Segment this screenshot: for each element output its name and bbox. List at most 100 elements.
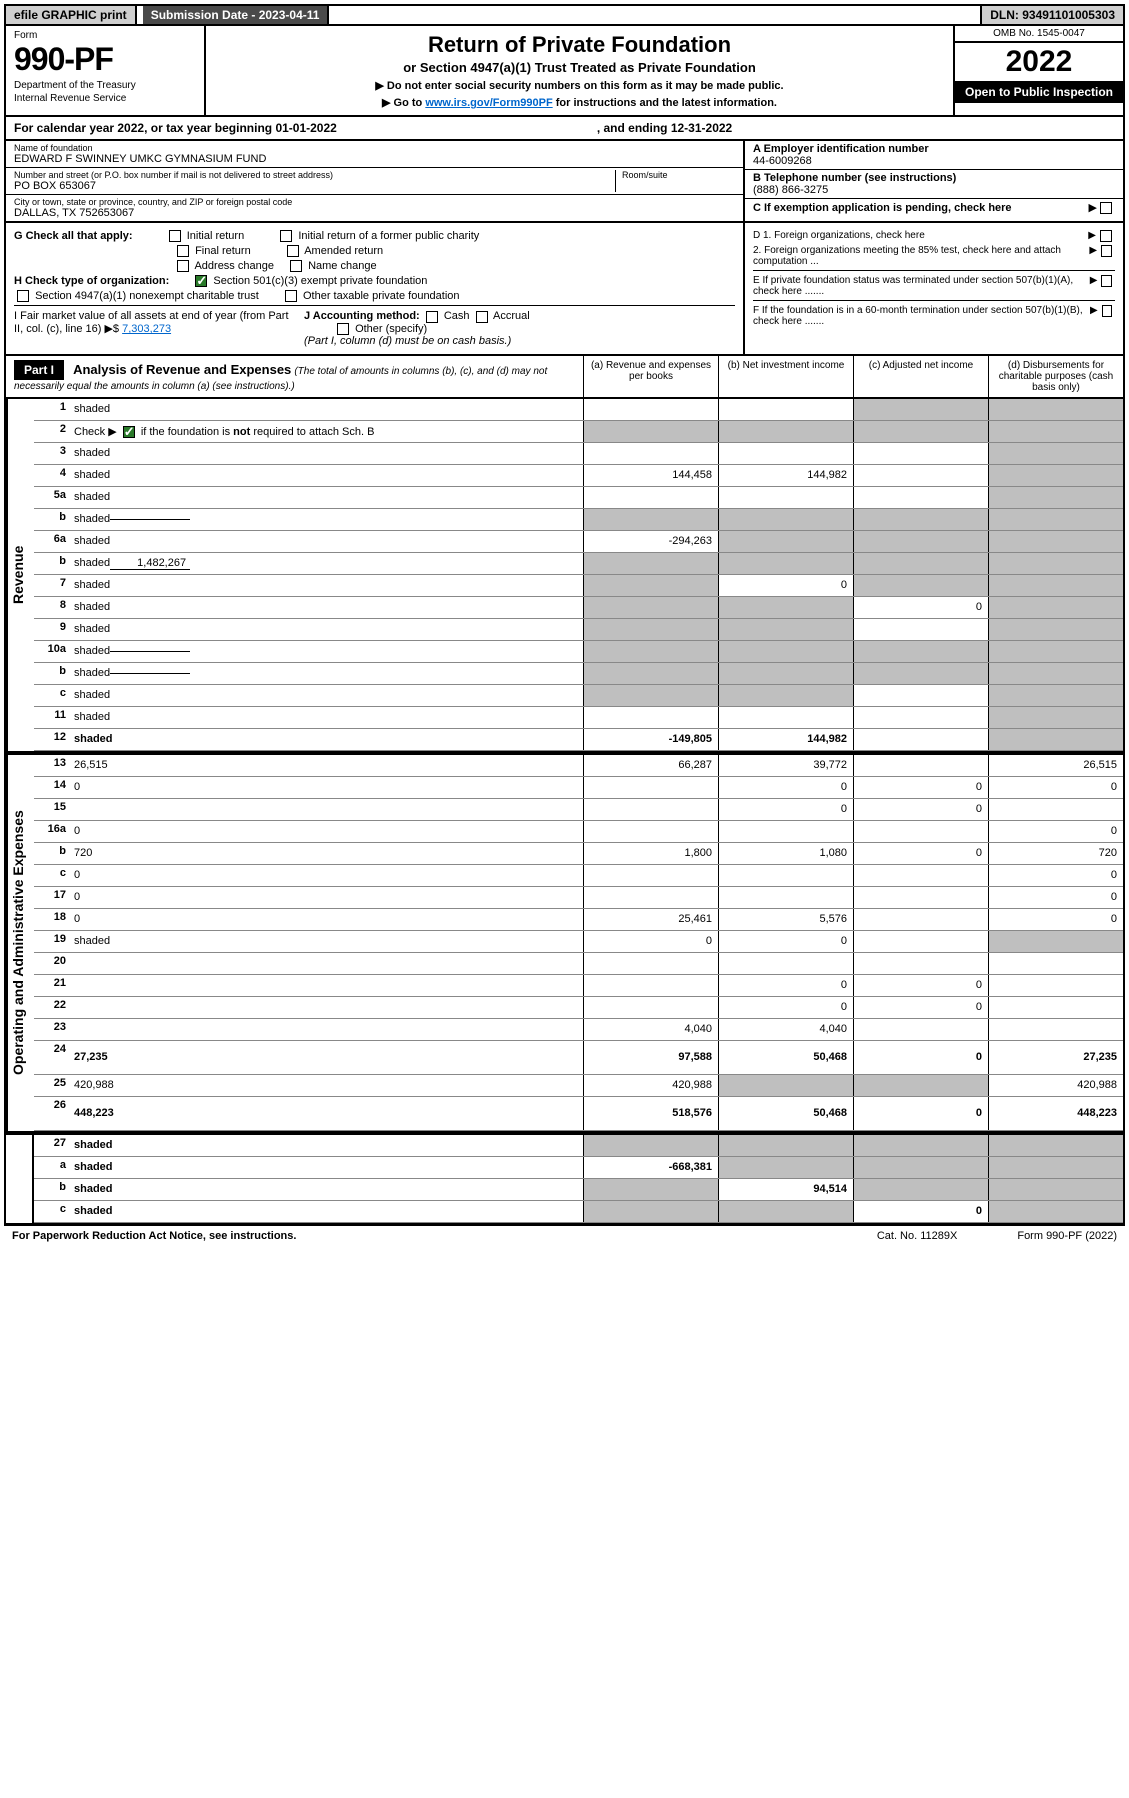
h-row2: Section 4947(a)(1) nonexempt charitable … bbox=[14, 290, 735, 302]
row-number: 2 bbox=[34, 421, 70, 442]
f-checkbox[interactable] bbox=[1102, 305, 1112, 317]
d2-checkbox[interactable] bbox=[1101, 245, 1112, 257]
table-row: 7shaded0 bbox=[34, 575, 1123, 597]
cell-b: 39,772 bbox=[718, 755, 853, 776]
cell-c bbox=[853, 707, 988, 728]
row-number: b bbox=[34, 509, 70, 530]
form990pf-link[interactable]: www.irs.gov/Form990PF bbox=[425, 97, 552, 109]
form-note2: ▶ Go to www.irs.gov/Form990PF for instru… bbox=[216, 96, 943, 109]
d1-checkbox[interactable] bbox=[1100, 230, 1112, 242]
ein-label: A Employer identification number bbox=[753, 143, 1115, 155]
row-number: 5a bbox=[34, 487, 70, 508]
form-number: 990-PF bbox=[14, 41, 196, 78]
table-row: ashaded-668,381 bbox=[34, 1157, 1123, 1179]
cell-b: 0 bbox=[718, 799, 853, 820]
row-number: b bbox=[34, 553, 70, 574]
cell-c bbox=[853, 1135, 988, 1156]
cell-d bbox=[988, 509, 1123, 530]
cell-c bbox=[853, 909, 988, 930]
cell-d: 0 bbox=[988, 909, 1123, 930]
row-desc: shaded1,482,267 bbox=[70, 553, 583, 574]
calendar-end: , and ending 12-31-2022 bbox=[597, 121, 732, 135]
footer: For Paperwork Reduction Act Notice, see … bbox=[4, 1225, 1125, 1246]
table-row: 1326,51566,28739,77226,515 bbox=[34, 755, 1123, 777]
h-501c3[interactable] bbox=[195, 275, 207, 287]
g-name-change[interactable] bbox=[290, 260, 302, 272]
ein-value: 44-6009268 bbox=[753, 155, 1115, 167]
cell-c bbox=[853, 399, 988, 420]
g-initial-former[interactable] bbox=[280, 230, 292, 242]
check-right: D 1. Foreign organizations, check here▶ … bbox=[743, 223, 1123, 354]
cell-c bbox=[853, 641, 988, 662]
row-number: 19 bbox=[34, 931, 70, 952]
cell-a: 25,461 bbox=[583, 909, 718, 930]
i-value[interactable]: 7,303,273 bbox=[122, 323, 171, 335]
cell-a bbox=[583, 975, 718, 996]
table-row: 27shaded bbox=[34, 1135, 1123, 1157]
cell-d bbox=[988, 729, 1123, 750]
exempt-checkbox[interactable] bbox=[1100, 202, 1112, 214]
cell-d bbox=[988, 553, 1123, 574]
room-label: Room/suite bbox=[622, 170, 735, 180]
j-accrual[interactable] bbox=[476, 311, 488, 323]
cell-d bbox=[988, 997, 1123, 1018]
info-right: A Employer identification number 44-6009… bbox=[743, 141, 1123, 221]
row-desc: 26,515 bbox=[70, 755, 583, 776]
row-desc: shaded bbox=[70, 685, 583, 706]
cell-a bbox=[583, 509, 718, 530]
row-desc bbox=[70, 997, 583, 1018]
cell-b: 0 bbox=[718, 931, 853, 952]
cell-d bbox=[988, 1157, 1123, 1178]
j-cash[interactable] bbox=[426, 311, 438, 323]
inline-amount: 1,482,267 bbox=[110, 557, 190, 570]
g-initial-return[interactable] bbox=[169, 230, 181, 242]
cell-c bbox=[853, 821, 988, 842]
cell-a bbox=[583, 597, 718, 618]
row-desc: shaded bbox=[70, 1179, 583, 1200]
j-other[interactable] bbox=[337, 323, 349, 335]
e-checkbox[interactable] bbox=[1101, 275, 1112, 287]
row-number: 6a bbox=[34, 531, 70, 552]
cell-c: 0 bbox=[853, 1097, 988, 1130]
g-row2: Final return Amended return bbox=[14, 245, 735, 257]
row-number: 21 bbox=[34, 975, 70, 996]
cell-a bbox=[583, 865, 718, 886]
row-number: 10a bbox=[34, 641, 70, 662]
table-row: cshaded bbox=[34, 685, 1123, 707]
table-row: 1500 bbox=[34, 799, 1123, 821]
schb-checkbox[interactable] bbox=[123, 426, 135, 438]
revenue-table: Revenue 1shaded2Check ▶ if the foundatio… bbox=[4, 399, 1125, 753]
cell-d bbox=[988, 421, 1123, 442]
row-desc: shaded bbox=[70, 487, 583, 508]
part1-left: Part I Analysis of Revenue and Expenses … bbox=[6, 356, 583, 397]
cell-d bbox=[988, 663, 1123, 684]
d2-row: 2. Foreign organizations meeting the 85%… bbox=[753, 245, 1115, 267]
cell-b bbox=[718, 597, 853, 618]
row-number: 16a bbox=[34, 821, 70, 842]
h-other-taxable[interactable] bbox=[285, 290, 297, 302]
row-number: 14 bbox=[34, 777, 70, 798]
table-row: 2200 bbox=[34, 997, 1123, 1019]
cell-b bbox=[718, 707, 853, 728]
city-label: City or town, state or province, country… bbox=[14, 197, 735, 207]
foundation-name-row: Name of foundation EDWARD F SWINNEY UMKC… bbox=[6, 141, 743, 168]
g-amended[interactable] bbox=[287, 245, 299, 257]
final-table: 27shadedashaded-668,381bshaded94,514csha… bbox=[4, 1133, 1125, 1225]
table-row: bshaded1,482,267 bbox=[34, 553, 1123, 575]
g-addr-change[interactable] bbox=[177, 260, 189, 272]
cell-c bbox=[853, 421, 988, 442]
cell-b: 0 bbox=[718, 777, 853, 798]
h-4947[interactable] bbox=[17, 290, 29, 302]
efile-label: efile GRAPHIC print bbox=[6, 6, 137, 24]
inline-amount bbox=[110, 673, 190, 674]
cell-d bbox=[988, 1135, 1123, 1156]
row-number: 4 bbox=[34, 465, 70, 486]
ein-row: A Employer identification number 44-6009… bbox=[745, 141, 1123, 170]
cell-c bbox=[853, 553, 988, 574]
g-final-return[interactable] bbox=[177, 245, 189, 257]
tel-row: B Telephone number (see instructions) (8… bbox=[745, 170, 1123, 199]
cell-c bbox=[853, 1075, 988, 1096]
col-d-header: (d) Disbursements for charitable purpose… bbox=[988, 356, 1123, 397]
tel-value: (888) 866-3275 bbox=[753, 184, 1115, 196]
table-row: 234,0404,040 bbox=[34, 1019, 1123, 1041]
